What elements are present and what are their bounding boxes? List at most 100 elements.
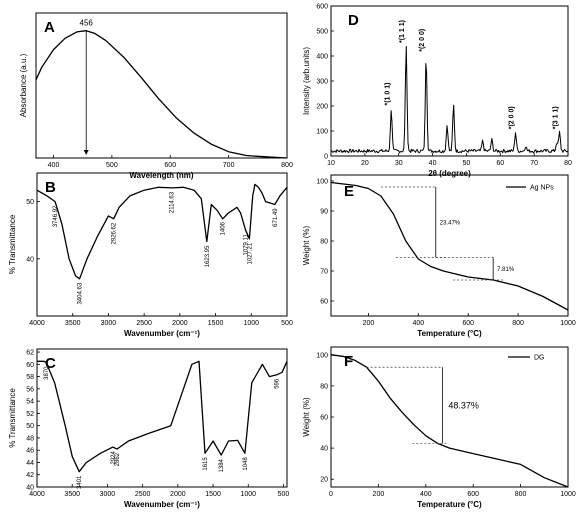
peak-value-label: 2862	[115, 452, 121, 466]
y-tick-label: 50	[26, 199, 34, 206]
y-axis-label: Intensity (arb.units)	[302, 47, 311, 115]
x-tick-label: 1000	[560, 491, 576, 498]
panel-c-ftir-chart: C 4000 3500 3000 2500 2000 1500 1000 500 40 42 44 46…	[8, 348, 290, 509]
y-tick-label: 100	[316, 129, 328, 136]
legend-label: DG	[534, 355, 545, 362]
x-tick-label: 70	[530, 160, 538, 167]
x-axis-label: Temperature (°C)	[417, 500, 482, 509]
weight-loss-label: 48.37%	[448, 400, 479, 410]
y-tick-label: 600	[316, 4, 328, 11]
y-tick-label: 200	[316, 104, 328, 111]
x-tick-label: 800	[515, 491, 527, 498]
panel-f-tga-chart: F 0 200 400 600 800 1000 20 40 60 80 100 Temperature…	[302, 346, 576, 509]
peak-wavelength-label: 456	[80, 19, 94, 28]
y-axis-label: Weight (%)	[302, 397, 311, 437]
x-tick-label: 400	[412, 320, 424, 327]
ftir-spectrum	[36, 183, 288, 280]
x-axis-label: Temperature (°C)	[417, 329, 482, 338]
x-axis-label: 2θ (degree)	[428, 169, 471, 178]
x-tick-label: 1000	[560, 320, 576, 327]
peak-value-label: 1027.21	[247, 242, 253, 264]
panel-d-xrd-chart: D 10 20 30 40 50 60 70 80 0 100 200 300 400 500 600 2θ (…	[302, 4, 572, 179]
peak-value-label: 3401	[77, 475, 83, 489]
y-tick-label: 54	[26, 399, 34, 406]
plot-frame	[330, 174, 569, 317]
panel-letter: C	[45, 355, 56, 372]
ftir-spectrum	[37, 360, 288, 473]
peak-value-label: 596	[275, 378, 281, 389]
peak-value-label: 1406	[220, 221, 226, 235]
miller-index-label: *(2 0 0)	[419, 29, 426, 52]
y-tick-label: 0	[324, 154, 328, 161]
x-axis-label: Wavenumber (cm⁻¹)	[124, 329, 200, 338]
x-tick-label: 60	[496, 160, 504, 167]
x-tick-label: 3000	[101, 320, 117, 327]
x-tick-label: 500	[278, 491, 290, 498]
xrd-pattern	[330, 46, 569, 154]
y-tick-label: 20	[320, 477, 328, 484]
y-tick-label: 40	[26, 485, 34, 492]
x-tick-label: 600	[462, 320, 474, 327]
peak-value-label: 671.49	[273, 208, 279, 227]
x-tick-label: 3500	[64, 491, 80, 498]
x-tick-label: 30	[395, 160, 403, 167]
weight-loss-label: 23.47%	[440, 220, 461, 226]
arrow-head	[83, 150, 89, 155]
x-tick-label: 2500	[136, 320, 152, 327]
y-tick-label: 46	[26, 448, 34, 455]
y-tick-label: 400	[316, 54, 328, 61]
peak-value-label: 1079.11	[244, 234, 250, 256]
peak-value-label: 3404.63	[78, 282, 84, 304]
panel-letter: D	[348, 12, 359, 29]
y-axis-label: Absorbance (a.u.)	[19, 53, 28, 117]
plot-frame	[35, 12, 288, 159]
y-tick-label: 56	[26, 386, 34, 393]
x-tick-label: 600	[164, 162, 176, 169]
plot-frame	[330, 5, 569, 157]
x-tick-label: 600	[467, 491, 479, 498]
peak-value-label: 2924	[111, 450, 117, 464]
miller-index-label: *(1 1 1)	[399, 20, 406, 43]
x-tick-label: 200	[373, 491, 385, 498]
peak-value-label: 3870	[44, 366, 50, 380]
x-tick-label: 20	[361, 160, 369, 167]
y-axis-label: % Transmittance	[8, 214, 17, 274]
y-tick-label: 100	[316, 179, 328, 186]
x-tick-label: 3500	[65, 320, 81, 327]
plot-frame	[36, 348, 288, 488]
peak-value-label: 2926.62	[112, 222, 118, 244]
y-tick-label: 100	[316, 352, 328, 359]
x-tick-label: 1500	[205, 491, 221, 498]
y-tick-label: 58	[26, 374, 34, 381]
weight-loss-label: 7.81%	[497, 267, 515, 273]
y-axis-label: Weight (%)	[302, 225, 311, 265]
peak-value-label: 3746.92	[53, 205, 59, 227]
x-tick-label: 50	[463, 160, 471, 167]
y-tick-label: 90	[320, 209, 328, 216]
x-tick-label: 1500	[208, 320, 224, 327]
legend-label: Ag NPs	[530, 185, 554, 192]
panel-e-tga-chart: E 200 400 600 800 1000 60 70 80 90 100 Temperature …	[302, 174, 576, 338]
x-tick-label: 2000	[170, 491, 186, 498]
y-axis-label: % Transmittance	[8, 388, 17, 448]
y-tick-label: 80	[320, 383, 328, 390]
x-tick-label: 0	[329, 491, 333, 498]
y-tick-label: 500	[316, 29, 328, 36]
y-tick-label: 300	[316, 79, 328, 86]
x-tick-label: 700	[223, 162, 235, 169]
y-tick-label: 42	[26, 472, 34, 479]
x-tick-label: 4000	[29, 320, 45, 327]
absorbance-curve	[35, 30, 288, 159]
panel-letter: E	[344, 183, 354, 200]
y-tick-label: 60	[26, 362, 34, 369]
y-tick-label: 62	[26, 350, 34, 357]
peak-value-label: 1048	[243, 457, 249, 471]
x-tick-label: 200	[363, 320, 375, 327]
panel-a-uv-vis-chart: A 400 500 600 700 800 Wavelength (nm) Absorbanc…	[19, 12, 293, 180]
plot-frame	[36, 172, 288, 317]
miller-index-label: *(3 1 1)	[553, 106, 560, 129]
x-axis-label: Wavelength (nm)	[129, 171, 193, 180]
x-tick-label: 4000	[29, 491, 45, 498]
x-axis-label: Wavenumber (cm⁻¹)	[124, 500, 200, 509]
